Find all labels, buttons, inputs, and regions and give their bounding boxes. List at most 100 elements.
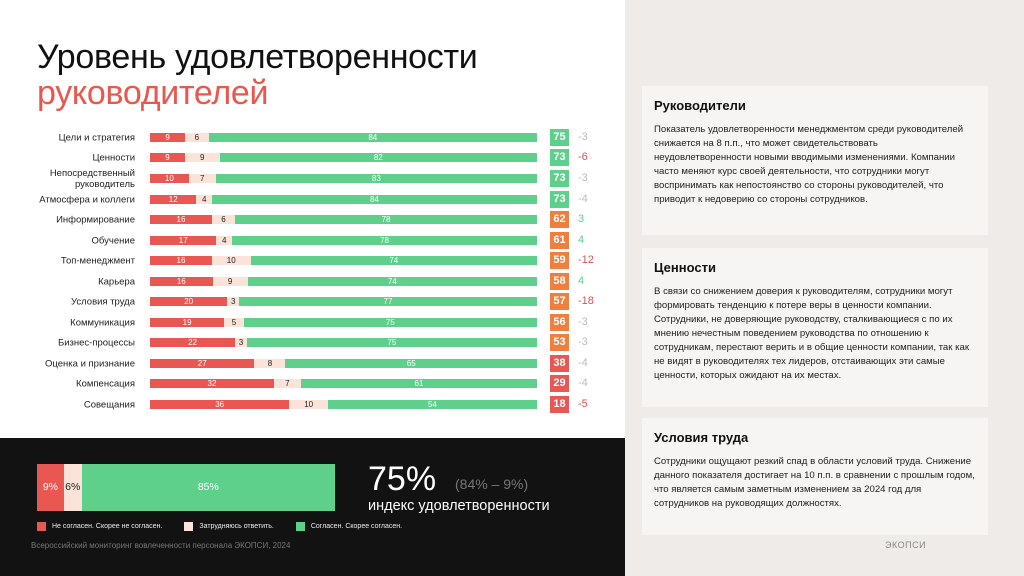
stacked-bar: 16 6 78 <box>150 215 537 224</box>
chart-row: Совещания 36 10 54 18 -5 <box>0 395 625 415</box>
legend-label: Не согласен. Скорее не согласен. <box>52 523 163 530</box>
chart-row: Непосредственный руководитель 10 7 83 73 -3 <box>0 168 625 190</box>
stacked-bar: 9 6 84 <box>150 133 537 142</box>
chart-row: Цели и стратегия 9 6 84 75 -3 <box>0 128 625 148</box>
index-badge: 56 <box>550 314 569 331</box>
category-label: Обучение <box>91 235 135 247</box>
bar-segment-agree: 54 <box>328 400 537 409</box>
bar-segment-neutral: 4 <box>196 195 212 204</box>
index-badge: 75 <box>550 129 569 146</box>
stacked-bar: 17 4 78 <box>150 236 537 245</box>
bar-segment-agree: 74 <box>247 277 537 286</box>
card-values: Ценности В связи со снижением доверия к … <box>642 248 988 407</box>
stacked-bar-chart: Цели и стратегия 9 6 84 75 -3 Ценности 9 9 82 73 -6… <box>0 128 625 418</box>
index-badge: 61 <box>550 232 569 249</box>
card-text: В связи со снижением доверия к руководит… <box>654 286 970 381</box>
index-badge: 58 <box>550 273 569 290</box>
category-label: Бизнес-процессы <box>58 337 135 349</box>
bar-segment-agree: 78 <box>235 215 537 224</box>
bar-segment-disagree: 9 <box>150 133 186 142</box>
stacked-bar: 20 3 77 <box>150 297 537 306</box>
chart-row: Оценка и признание 27 8 65 38 -4 <box>0 354 625 374</box>
delta-value: -3 <box>578 172 588 184</box>
card-title: Ценности <box>654 260 716 275</box>
bar-segment-agree: 61 <box>300 379 537 388</box>
chart-row: Карьера 16 9 74 58 4 <box>0 272 625 292</box>
bar-segment-disagree: 36 <box>150 400 290 409</box>
bar-segment-agree: 74 <box>250 256 537 265</box>
index-badge: 73 <box>550 191 569 208</box>
index-label: индекс удовлетворенности <box>368 498 550 514</box>
bar-segment-disagree: 27 <box>150 359 255 368</box>
legend-label: Согласен. Скорее согласен. <box>310 523 403 530</box>
category-label: Ценности <box>92 152 136 164</box>
summary-disagree-segment: 9% <box>37 464 64 511</box>
bar-segment-agree: 78 <box>232 236 537 245</box>
stacked-bar: 10 7 83 <box>150 174 537 183</box>
stacked-bar: 16 9 74 <box>150 277 537 286</box>
index-badge: 29 <box>550 375 569 392</box>
legend: Не согласен. Скорее не согласен. Затрудн… <box>37 522 402 531</box>
delta-value: -3 <box>578 316 588 328</box>
bar-segment-neutral: 10 <box>211 256 251 265</box>
summary-agree-segment: 85% <box>81 464 335 511</box>
delta-value: -3 <box>578 131 588 143</box>
bar-segment-agree: 65 <box>285 359 537 368</box>
chart-row: Ценности 9 9 82 73 -6 <box>0 148 625 168</box>
page-title: Уровень удовлетворенности <box>37 38 478 76</box>
category-label: Топ-менеджмент <box>60 255 135 267</box>
delta-value: 3 <box>578 213 585 225</box>
category-label: Карьера <box>98 276 135 288</box>
source-note: Всероссийский мониторинг вовлеченности п… <box>31 541 291 550</box>
chart-row: Бизнес-процессы 22 3 75 53 -3 <box>0 333 625 353</box>
index-badge: 57 <box>550 293 569 310</box>
bar-segment-neutral: 6 <box>185 133 209 142</box>
bar-segment-neutral: 4 <box>216 236 233 245</box>
category-label: Информирование <box>56 214 135 226</box>
bar-segment-disagree: 22 <box>150 338 236 347</box>
bar-segment-neutral: 8 <box>254 359 286 368</box>
legend-item-disagree: Не согласен. Скорее не согласен. <box>37 522 162 531</box>
delta-value: -5 <box>578 398 588 410</box>
category-label: Совещания <box>83 399 135 411</box>
bar-segment-neutral: 10 <box>289 400 328 409</box>
stacked-bar: 19 5 75 <box>150 318 537 327</box>
bar-segment-neutral: 7 <box>273 379 301 388</box>
stacked-bar: 27 8 65 <box>150 359 537 368</box>
chart-row: Обучение 17 4 78 61 4 <box>0 231 625 251</box>
category-label: Условия труда <box>70 296 135 308</box>
delta-value: -3 <box>578 336 588 348</box>
bar-segment-disagree: 32 <box>150 379 274 388</box>
bar-segment-neutral: 5 <box>224 318 244 327</box>
delta-value: -4 <box>578 193 588 205</box>
main-panel: Уровень удовлетворенности руководителей … <box>0 38 625 576</box>
card-title: Условия труда <box>654 430 749 445</box>
index-badge: 73 <box>550 149 569 166</box>
delta-value: -4 <box>578 357 588 369</box>
delta-value: -12 <box>578 254 594 266</box>
category-label: Атмосфера и коллеги <box>39 194 135 206</box>
bar-segment-agree: 75 <box>243 318 537 327</box>
bar-segment-agree: 75 <box>246 338 537 347</box>
logo: ЭКОПСИ <box>885 540 927 550</box>
legend-label: Затрудняюсь ответить. <box>199 523 274 530</box>
index-value: 75% <box>368 460 437 498</box>
chart-row: Компенсация 32 7 61 29 -4 <box>0 374 625 394</box>
chart-row: Коммуникация 19 5 75 56 -3 <box>0 313 625 333</box>
summary-neutral-segment: 6% <box>63 464 82 511</box>
bar-segment-disagree: 19 <box>150 318 225 327</box>
bar-segment-agree: 84 <box>211 195 537 204</box>
card-work-conditions: Условия труда Сотрудники ощущают резкий … <box>642 418 988 535</box>
chart-row: Топ-менеджмент 16 10 74 59 -12 <box>0 251 625 271</box>
legend-swatch <box>184 522 194 531</box>
stacked-bar: 22 3 75 <box>150 338 537 347</box>
bar-segment-neutral: 9 <box>212 277 248 286</box>
stacked-bar: 36 10 54 <box>150 400 537 409</box>
bar-segment-agree: 77 <box>239 297 537 306</box>
bar-segment-disagree: 9 <box>150 153 185 162</box>
bar-segment-disagree: 16 <box>150 215 212 224</box>
card-managers: Руководители Показатель удовлетворенност… <box>642 86 988 235</box>
index-badge: 62 <box>550 211 569 228</box>
bar-segment-disagree: 12 <box>150 195 197 204</box>
index-range: (84% – 9%) <box>455 476 529 492</box>
